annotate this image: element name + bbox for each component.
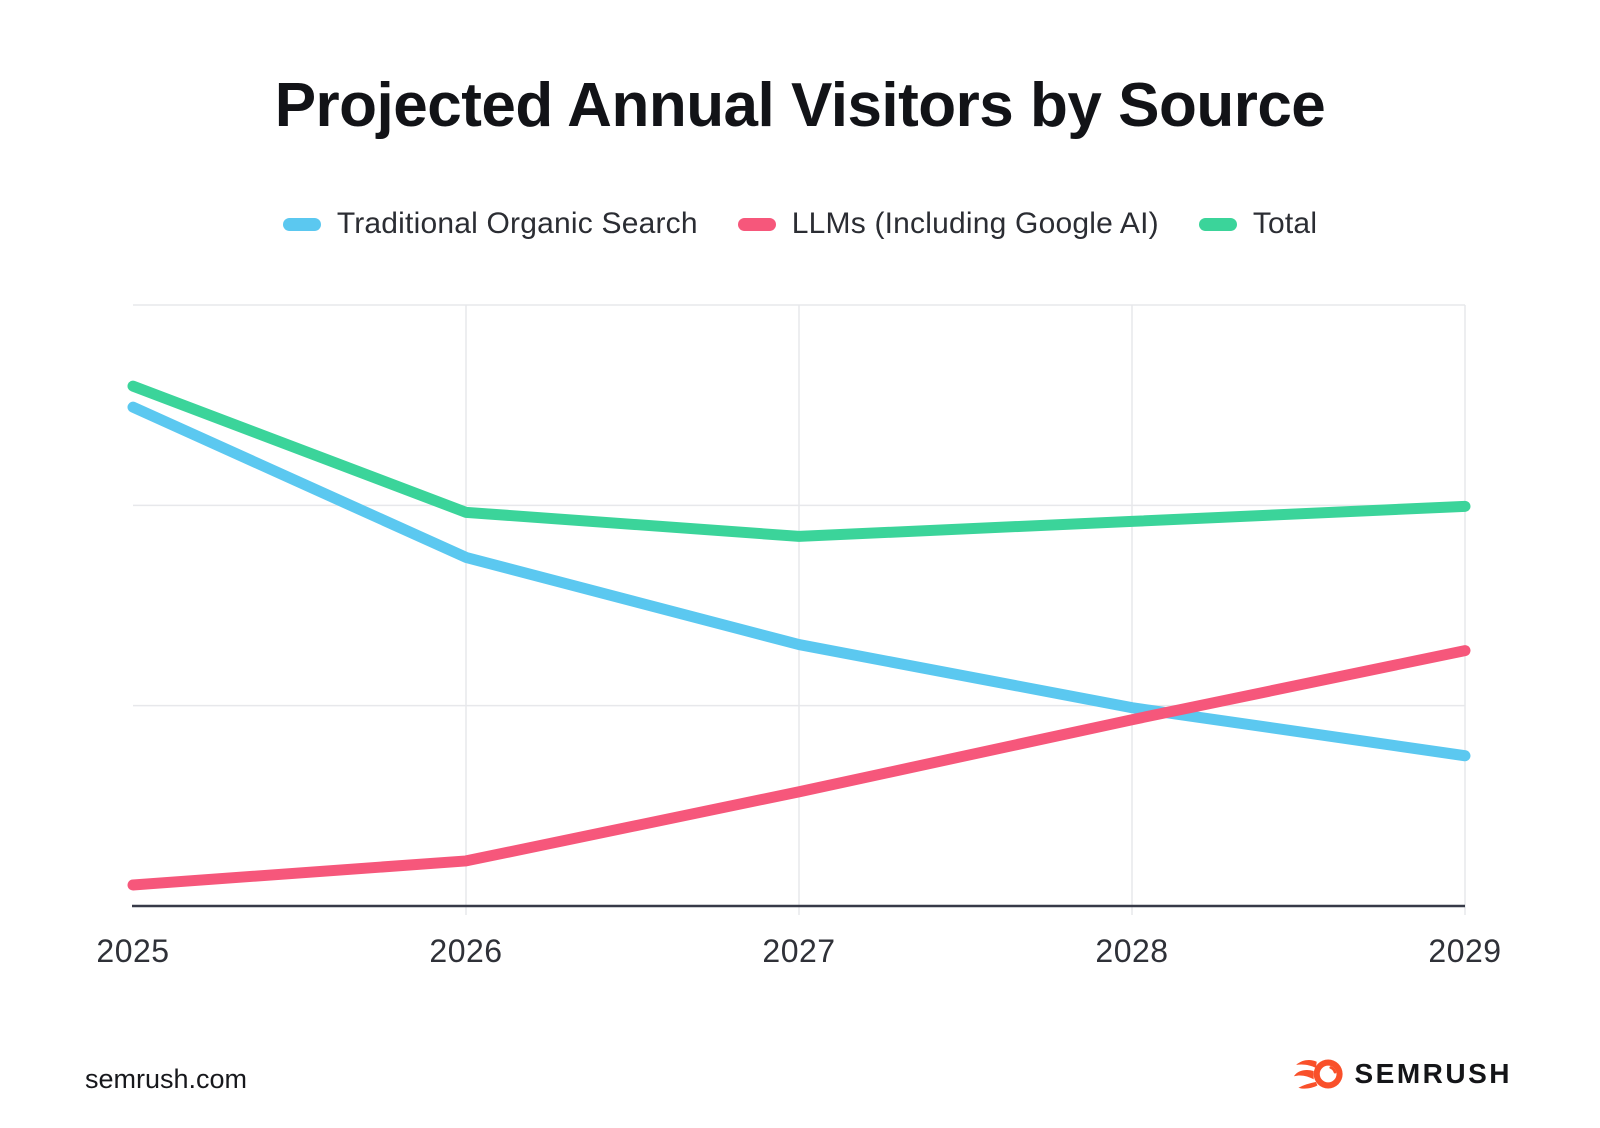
legend-swatch-icon (1198, 217, 1237, 231)
x-tick-label: 2026 (429, 933, 503, 969)
legend: Traditional Organic Search LLMs (Includi… (0, 207, 1600, 241)
semrush-flame-icon (1294, 1059, 1344, 1089)
legend-item-total: Total (1198, 207, 1318, 241)
x-tick-label: 2029 (1428, 933, 1502, 969)
line-chart (127, 304, 1471, 915)
legend-swatch-icon (282, 217, 321, 231)
legend-label: Traditional Organic Search (336, 207, 698, 240)
footer: semrush.com SEMRUSH (0, 1040, 1600, 1110)
brand-wordmark: SEMRUSH (1354, 1058, 1512, 1089)
legend-label: LLMs (Including Google AI) (791, 207, 1159, 240)
x-tick-label: 2025 (96, 933, 170, 969)
legend-swatch-icon (737, 217, 776, 231)
legend-item-llms: LLMs (Including Google AI) (737, 207, 1159, 241)
legend-label: Total (1252, 207, 1318, 240)
semrush-logo: SEMRUSH (1293, 1058, 1512, 1090)
site-url-text: semrush.com (85, 1064, 248, 1094)
plot-area: 2025 2026 2027 2028 2029 (96, 304, 1501, 969)
x-tick-label: 2027 (762, 933, 836, 969)
chart-title: Projected Annual Visitors by Source (274, 71, 1326, 140)
x-tick-label: 2028 (1095, 933, 1169, 969)
legend-item-traditional-organic-search: Traditional Organic Search (282, 207, 698, 241)
